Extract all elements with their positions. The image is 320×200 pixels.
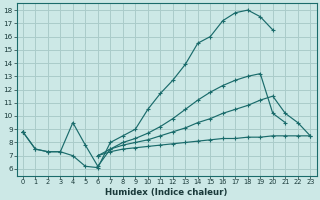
- X-axis label: Humidex (Indice chaleur): Humidex (Indice chaleur): [105, 188, 228, 197]
